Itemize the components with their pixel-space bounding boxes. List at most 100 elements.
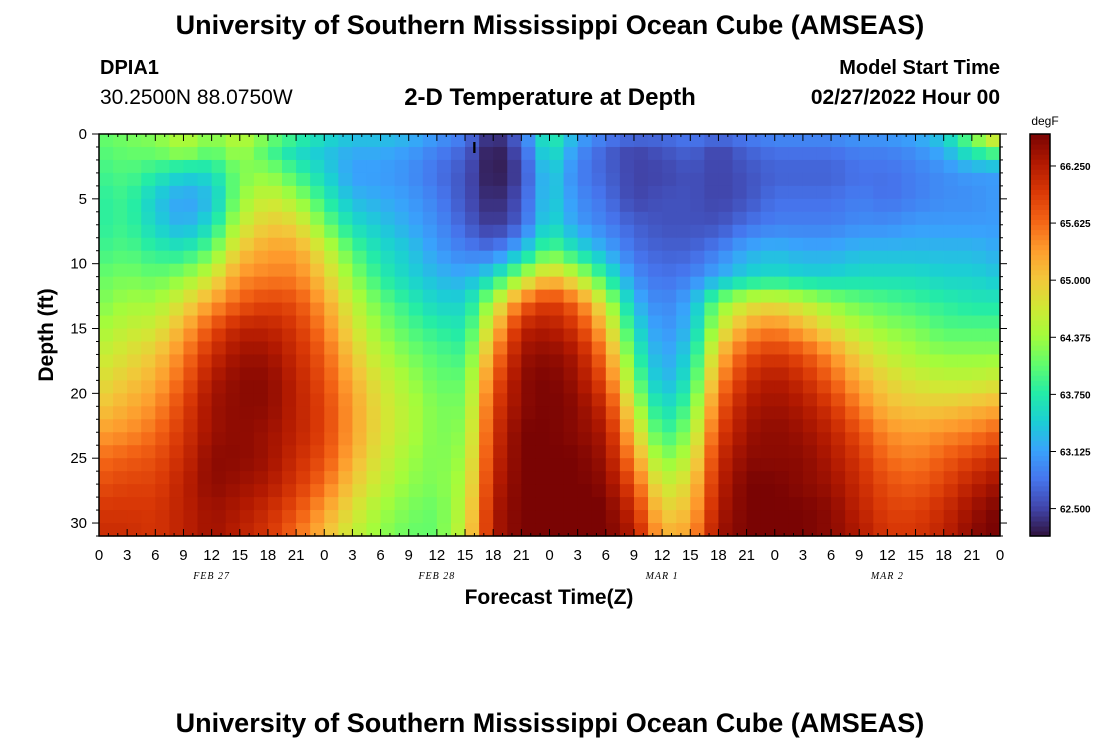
heatmap-cell xyxy=(859,289,874,304)
heatmap-cell xyxy=(408,523,424,537)
heatmap-cell xyxy=(816,185,832,200)
heatmap-cell xyxy=(493,406,508,420)
heatmap-cell xyxy=(155,250,170,265)
colorbar-swatch xyxy=(1030,450,1050,457)
heatmap-cell xyxy=(549,263,565,278)
heatmap-cell xyxy=(662,263,677,278)
heatmap-cell xyxy=(296,211,311,226)
heatmap-cell xyxy=(676,250,691,265)
heatmap-cell xyxy=(549,134,565,148)
heatmap-cell xyxy=(127,146,142,161)
colorbar-swatch xyxy=(1030,294,1050,301)
heatmap-cell xyxy=(535,354,551,369)
heatmap-cell xyxy=(225,146,241,161)
heatmap-cell xyxy=(493,484,508,498)
heatmap-cell xyxy=(577,497,593,511)
heatmap-cell xyxy=(929,315,945,330)
heatmap-cell xyxy=(211,458,227,472)
heatmap-cell xyxy=(774,185,790,200)
heatmap-cell xyxy=(563,198,579,213)
heatmap-cell xyxy=(549,315,565,330)
heatmap-cell xyxy=(450,406,466,420)
heatmap-cell xyxy=(296,419,311,433)
heatmap-cell xyxy=(338,302,354,317)
heatmap-cell xyxy=(873,406,888,420)
heatmap-cell xyxy=(99,185,114,200)
heatmap-cell xyxy=(99,224,114,239)
heatmap-cell xyxy=(732,185,748,200)
heatmap-cell xyxy=(760,328,776,343)
heatmap-cell xyxy=(591,497,607,511)
heatmap-cell xyxy=(704,367,720,381)
heatmap-cell xyxy=(718,237,734,252)
heatmap-cell xyxy=(577,289,593,304)
x-tick-label: 9 xyxy=(179,547,187,564)
heatmap-cell xyxy=(352,510,368,524)
heatmap-cell xyxy=(141,432,156,446)
heatmap-cell xyxy=(211,419,227,433)
heatmap-cell xyxy=(802,250,818,265)
heatmap-cell xyxy=(225,172,241,187)
heatmap-cell xyxy=(802,393,818,407)
heatmap-cell xyxy=(239,393,255,407)
heatmap-cell xyxy=(746,341,762,356)
heatmap-cell xyxy=(436,315,452,330)
heatmap-cell xyxy=(521,263,537,278)
heatmap-cell xyxy=(845,172,860,187)
heatmap-cell xyxy=(465,341,480,356)
heatmap-cell xyxy=(690,302,705,317)
colorbar-swatch xyxy=(1030,149,1050,155)
heatmap-cell xyxy=(99,419,114,433)
colorbar-swatch xyxy=(1030,335,1050,341)
colorbar-swatch xyxy=(1030,495,1050,502)
heatmap-cell xyxy=(394,367,410,381)
heatmap-cell xyxy=(253,393,269,407)
heatmap-cell xyxy=(760,510,776,524)
heatmap-cell xyxy=(465,484,480,498)
heatmap-cell xyxy=(859,302,874,317)
heatmap-cell xyxy=(310,289,325,304)
heatmap-cell xyxy=(859,471,874,485)
heatmap-cell xyxy=(957,432,973,446)
heatmap-cell xyxy=(704,134,720,148)
heatmap-cell xyxy=(310,224,325,239)
heatmap-cell xyxy=(450,432,466,446)
heatmap-cell xyxy=(605,380,621,394)
heatmap-cell xyxy=(338,380,354,394)
heatmap-cell xyxy=(169,445,185,459)
heatmap-cell xyxy=(760,134,776,148)
heatmap-cell xyxy=(422,159,438,174)
heatmap-cell xyxy=(633,393,649,407)
heatmap-cell xyxy=(197,419,213,433)
heatmap-cell xyxy=(915,289,931,304)
heatmap-cell xyxy=(718,523,734,537)
heatmap-cell xyxy=(408,237,424,252)
heatmap-cell xyxy=(535,172,551,187)
heatmap-cell xyxy=(788,393,804,407)
heatmap-cell xyxy=(859,198,874,213)
heatmap-cell xyxy=(155,354,170,369)
heatmap-cell xyxy=(155,497,170,511)
heatmap-cell xyxy=(901,367,917,381)
heatmap-cell xyxy=(338,497,354,511)
heatmap-cell xyxy=(127,250,142,265)
heatmap-cell xyxy=(225,419,241,433)
heatmap-cell xyxy=(436,224,452,239)
y-axis-label: Depth (ft) xyxy=(35,288,58,381)
heatmap-cell xyxy=(619,497,635,511)
heatmap-cell xyxy=(816,263,832,278)
heatmap-cell xyxy=(197,302,213,317)
heatmap-cell xyxy=(816,211,832,226)
heatmap-cell xyxy=(127,315,142,330)
heatmap-cell xyxy=(859,510,874,524)
heatmap-cell xyxy=(450,458,466,472)
heatmap-cell xyxy=(746,159,762,174)
heatmap-cell xyxy=(577,250,593,265)
heatmap-cell xyxy=(873,471,888,485)
heatmap-cell xyxy=(521,328,537,343)
heatmap-cell xyxy=(901,406,917,420)
heatmap-cell xyxy=(436,458,452,472)
heatmap-cell xyxy=(648,341,663,356)
heatmap-cell xyxy=(648,263,663,278)
heatmap-cell xyxy=(985,393,1001,407)
